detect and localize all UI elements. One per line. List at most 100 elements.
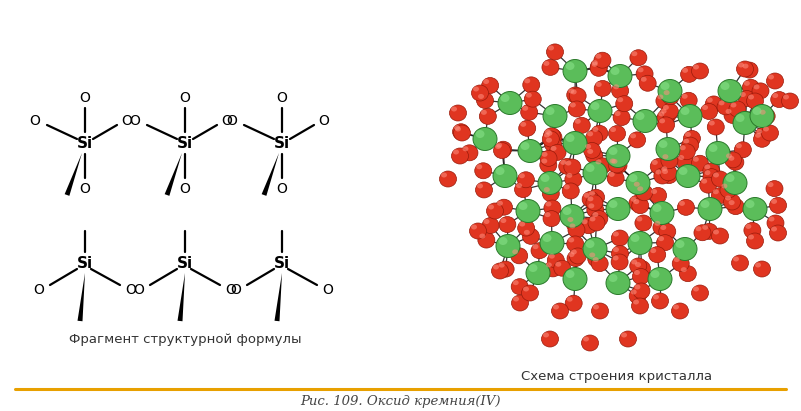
Ellipse shape bbox=[542, 186, 559, 201]
Ellipse shape bbox=[522, 229, 539, 245]
Ellipse shape bbox=[772, 93, 779, 98]
Ellipse shape bbox=[678, 167, 687, 175]
Ellipse shape bbox=[650, 270, 659, 278]
Ellipse shape bbox=[768, 74, 774, 79]
Ellipse shape bbox=[633, 109, 657, 132]
Ellipse shape bbox=[473, 86, 479, 92]
Ellipse shape bbox=[595, 54, 602, 59]
Ellipse shape bbox=[570, 102, 576, 107]
Ellipse shape bbox=[741, 62, 758, 78]
Ellipse shape bbox=[570, 90, 577, 95]
Ellipse shape bbox=[660, 165, 677, 181]
Ellipse shape bbox=[547, 252, 565, 268]
Ellipse shape bbox=[495, 144, 501, 149]
Ellipse shape bbox=[499, 263, 505, 268]
Ellipse shape bbox=[540, 157, 557, 173]
Ellipse shape bbox=[691, 63, 709, 79]
Ellipse shape bbox=[553, 305, 559, 309]
Ellipse shape bbox=[671, 303, 689, 319]
Ellipse shape bbox=[592, 60, 598, 65]
Ellipse shape bbox=[455, 127, 461, 132]
Ellipse shape bbox=[743, 79, 759, 95]
Ellipse shape bbox=[519, 120, 536, 136]
Ellipse shape bbox=[630, 234, 639, 242]
Ellipse shape bbox=[632, 180, 650, 196]
Ellipse shape bbox=[586, 130, 602, 146]
Ellipse shape bbox=[546, 131, 553, 136]
Ellipse shape bbox=[548, 46, 554, 51]
Ellipse shape bbox=[590, 252, 595, 257]
Ellipse shape bbox=[673, 238, 697, 261]
Ellipse shape bbox=[678, 144, 695, 160]
Ellipse shape bbox=[609, 147, 618, 155]
Ellipse shape bbox=[650, 201, 674, 224]
Text: O: O bbox=[227, 114, 237, 128]
Ellipse shape bbox=[746, 200, 755, 208]
Ellipse shape bbox=[636, 217, 642, 222]
Ellipse shape bbox=[545, 261, 562, 277]
Ellipse shape bbox=[588, 215, 605, 231]
Ellipse shape bbox=[648, 268, 672, 291]
Ellipse shape bbox=[650, 159, 667, 174]
Ellipse shape bbox=[566, 295, 582, 311]
Text: O: O bbox=[130, 114, 140, 128]
Ellipse shape bbox=[744, 81, 750, 86]
Ellipse shape bbox=[723, 194, 741, 210]
Ellipse shape bbox=[562, 183, 579, 199]
Ellipse shape bbox=[635, 262, 641, 267]
Ellipse shape bbox=[580, 218, 597, 234]
Ellipse shape bbox=[727, 154, 744, 170]
Ellipse shape bbox=[586, 148, 602, 164]
Ellipse shape bbox=[521, 104, 537, 120]
Ellipse shape bbox=[454, 125, 460, 130]
Ellipse shape bbox=[587, 202, 604, 218]
Ellipse shape bbox=[748, 235, 754, 240]
Ellipse shape bbox=[630, 288, 646, 304]
Ellipse shape bbox=[662, 89, 679, 105]
Ellipse shape bbox=[651, 293, 669, 309]
Ellipse shape bbox=[584, 193, 590, 198]
Ellipse shape bbox=[639, 75, 656, 91]
Ellipse shape bbox=[545, 107, 554, 115]
Ellipse shape bbox=[694, 225, 711, 241]
Ellipse shape bbox=[677, 153, 694, 169]
Ellipse shape bbox=[724, 107, 741, 123]
Ellipse shape bbox=[488, 205, 494, 210]
Ellipse shape bbox=[613, 247, 619, 252]
Ellipse shape bbox=[613, 84, 619, 89]
Ellipse shape bbox=[517, 220, 534, 236]
Ellipse shape bbox=[707, 119, 724, 135]
Ellipse shape bbox=[611, 230, 628, 246]
Ellipse shape bbox=[525, 79, 530, 83]
Ellipse shape bbox=[591, 125, 608, 141]
Ellipse shape bbox=[563, 132, 587, 155]
Ellipse shape bbox=[771, 226, 777, 231]
Ellipse shape bbox=[591, 210, 608, 226]
Ellipse shape bbox=[680, 92, 697, 108]
Ellipse shape bbox=[476, 182, 493, 198]
Ellipse shape bbox=[582, 192, 599, 207]
Ellipse shape bbox=[533, 244, 538, 249]
Ellipse shape bbox=[451, 106, 457, 111]
Ellipse shape bbox=[590, 59, 607, 75]
Ellipse shape bbox=[493, 265, 499, 270]
Ellipse shape bbox=[754, 261, 771, 277]
Ellipse shape bbox=[596, 82, 602, 87]
Ellipse shape bbox=[610, 127, 616, 132]
Ellipse shape bbox=[693, 65, 699, 69]
Ellipse shape bbox=[750, 104, 774, 127]
Ellipse shape bbox=[609, 172, 614, 177]
Ellipse shape bbox=[481, 78, 499, 94]
Ellipse shape bbox=[545, 136, 562, 152]
Ellipse shape bbox=[770, 197, 787, 213]
Ellipse shape bbox=[725, 196, 731, 201]
Ellipse shape bbox=[703, 169, 720, 185]
Ellipse shape bbox=[477, 164, 482, 169]
Ellipse shape bbox=[522, 106, 528, 111]
Ellipse shape bbox=[590, 60, 607, 76]
Ellipse shape bbox=[541, 174, 549, 182]
Text: O: O bbox=[319, 114, 329, 128]
Ellipse shape bbox=[497, 261, 514, 277]
Ellipse shape bbox=[770, 225, 787, 241]
Ellipse shape bbox=[634, 199, 639, 204]
